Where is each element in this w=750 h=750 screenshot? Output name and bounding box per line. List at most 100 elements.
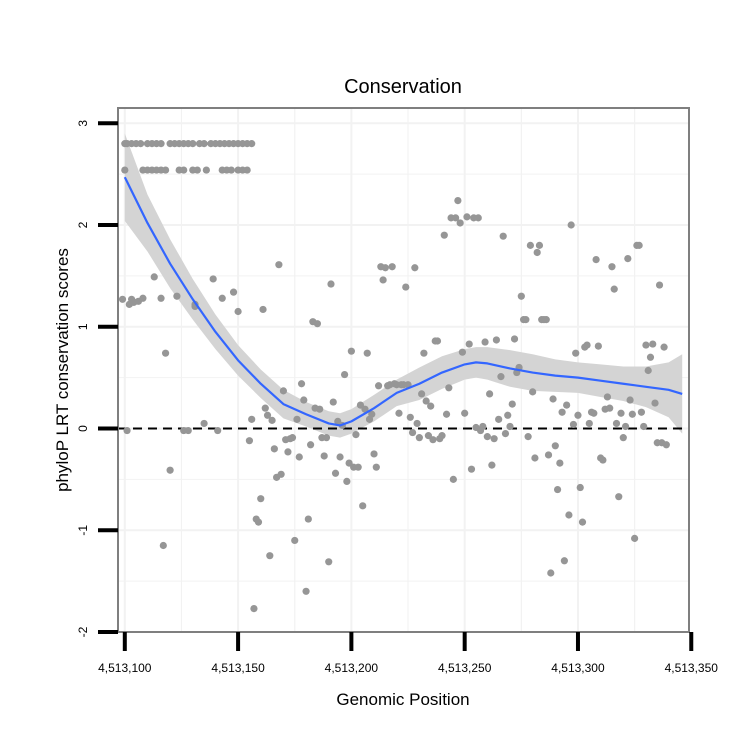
data-point <box>621 422 630 431</box>
data-point <box>495 415 503 423</box>
data-point <box>408 428 417 437</box>
data-point <box>492 336 500 344</box>
data-point <box>497 373 505 381</box>
x-axis-title: Genomic Position <box>336 690 469 709</box>
data-point <box>440 231 448 239</box>
data-point <box>547 569 555 577</box>
data-point <box>121 166 129 174</box>
data-point <box>402 283 410 291</box>
data-point <box>456 219 464 227</box>
data-point <box>184 426 192 435</box>
data-point <box>277 470 285 478</box>
data-point <box>263 411 272 419</box>
data-point <box>218 294 226 302</box>
data-point <box>259 305 267 314</box>
data-point <box>646 353 655 361</box>
data-point <box>474 214 482 222</box>
data-point <box>574 411 582 419</box>
data-point <box>372 463 380 471</box>
data-point <box>331 469 340 477</box>
y-axis-title: phyloP LRT conservation scores <box>53 248 72 492</box>
data-point <box>150 273 158 281</box>
data-point <box>517 292 525 300</box>
data-point <box>329 398 337 406</box>
data-point <box>374 382 383 390</box>
data-point <box>592 256 600 264</box>
data-point <box>572 349 580 357</box>
data-point <box>429 436 437 444</box>
data-point <box>413 419 421 428</box>
x-tick-label: 4,513,250 <box>438 661 492 675</box>
data-point <box>161 166 170 174</box>
data-point <box>452 214 460 222</box>
data-point <box>202 166 210 174</box>
data-point <box>461 409 469 417</box>
axes: 4,513,100 4,513,150 4,513,200 4,513,250 4,51… <box>76 120 718 675</box>
data-point <box>336 453 344 461</box>
data-point <box>558 408 566 416</box>
data-point <box>479 422 487 431</box>
data-point <box>300 396 308 404</box>
y-tick-label: 3 <box>76 120 90 127</box>
x-tick-label: 4,513,100 <box>98 661 152 675</box>
data-point <box>624 254 632 263</box>
data-point <box>529 388 537 396</box>
confidence-ribbon <box>124 133 683 438</box>
y-tick-label: 0 <box>76 425 90 432</box>
data-point <box>157 294 165 302</box>
data-point <box>173 292 181 300</box>
chart-title: Conservation <box>344 76 462 98</box>
data-point <box>524 433 532 441</box>
data-point <box>418 390 426 398</box>
data-point <box>307 441 315 449</box>
data-point <box>261 404 269 412</box>
data-point <box>660 343 668 351</box>
data-point <box>501 429 510 438</box>
y-tick-label: -2 <box>76 626 90 637</box>
data-point <box>422 397 430 405</box>
data-point <box>352 431 360 439</box>
data-point <box>293 415 301 423</box>
x-tick-label: 4,513,350 <box>665 661 719 675</box>
x-tick-label: 4,513,200 <box>325 661 379 675</box>
data-point <box>340 370 349 379</box>
data-point <box>200 140 208 148</box>
data-point <box>565 511 573 519</box>
data-point <box>415 434 423 442</box>
data-point <box>438 432 446 440</box>
data-point <box>248 415 256 423</box>
data-point <box>563 401 571 409</box>
data-point <box>569 420 578 429</box>
data-point <box>651 399 659 407</box>
data-point <box>608 263 616 271</box>
data-point <box>599 456 607 464</box>
y-tick-label: 2 <box>76 221 90 228</box>
data-point <box>542 316 550 324</box>
data-point <box>628 410 636 418</box>
data-point <box>268 416 276 424</box>
data-point <box>576 483 584 492</box>
data-point <box>302 587 310 595</box>
data-point <box>229 288 238 296</box>
data-point <box>180 166 188 174</box>
data-point <box>322 434 331 442</box>
data-point <box>316 405 324 413</box>
data-point <box>193 166 201 174</box>
data-point <box>649 340 657 348</box>
data-point <box>549 395 557 403</box>
data-point <box>637 408 646 416</box>
data-point <box>590 409 598 417</box>
data-point <box>118 295 127 303</box>
data-point <box>257 495 265 503</box>
data-point <box>626 396 634 404</box>
data-point <box>325 558 333 566</box>
data-point <box>662 441 670 449</box>
data-point <box>506 422 514 431</box>
data-point <box>368 410 376 418</box>
data-point <box>544 451 553 459</box>
data-point <box>640 422 648 431</box>
data-point <box>612 419 621 428</box>
data-point <box>243 166 251 174</box>
data-point <box>655 281 664 289</box>
